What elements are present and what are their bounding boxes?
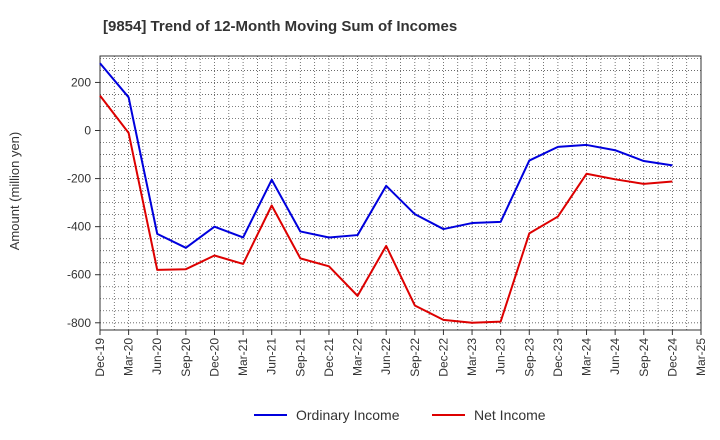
chart-title: [9854] Trend of 12-Month Moving Sum of I… (103, 18, 457, 35)
x-tick-label: Sep-20 (179, 338, 193, 377)
x-tick-label: Sep-22 (408, 338, 422, 377)
x-tick-label: Dec-19 (93, 338, 107, 377)
x-tick-label: Dec-23 (551, 338, 565, 377)
legend-label-net-income: Net Income (474, 407, 546, 423)
series-line-ordinary-income (99, 62, 673, 249)
y-tick-label: 0 (84, 124, 91, 138)
x-tick-label: Mar-22 (351, 338, 365, 376)
x-tick-label: Jun-20 (150, 338, 164, 375)
series-line-net-income (99, 95, 673, 324)
x-tick-label: Jun-21 (265, 338, 279, 375)
y-tick-label: -800 (67, 316, 91, 330)
plot-background (100, 56, 701, 330)
x-tick-label: Dec-24 (665, 338, 679, 377)
x-tick-label: Dec-20 (207, 338, 221, 377)
x-tick-label: Jun-23 (494, 338, 508, 375)
x-tick-label: Mar-25 (694, 338, 708, 376)
plot-frame (99, 55, 702, 331)
x-tick-label: Mar-20 (122, 338, 136, 376)
x-tick-label: Mar-21 (236, 338, 250, 376)
x-tick-label: Mar-23 (465, 338, 479, 376)
y-tick-label: 200 (71, 75, 91, 89)
x-tick-label: Sep-23 (522, 338, 536, 377)
x-tick-label: Jun-24 (608, 338, 622, 375)
x-tick-label: Jun-22 (379, 338, 393, 375)
x-tick-label: Sep-21 (293, 338, 307, 377)
y-axis-label: Amount (million yen) (7, 132, 22, 251)
legend-label-ordinary-income: Ordinary Income (296, 407, 400, 423)
x-tick-label: Mar-24 (580, 338, 594, 376)
y-tick-label: -400 (67, 220, 91, 234)
x-tick-label: Sep-24 (637, 338, 651, 377)
x-tick-label: Dec-21 (322, 338, 336, 377)
y-tick-label: -200 (67, 172, 91, 186)
legend: Ordinary Income Net Income (254, 407, 546, 423)
y-tick-label: -600 (67, 268, 91, 282)
x-tick-label: Dec-22 (436, 338, 450, 377)
